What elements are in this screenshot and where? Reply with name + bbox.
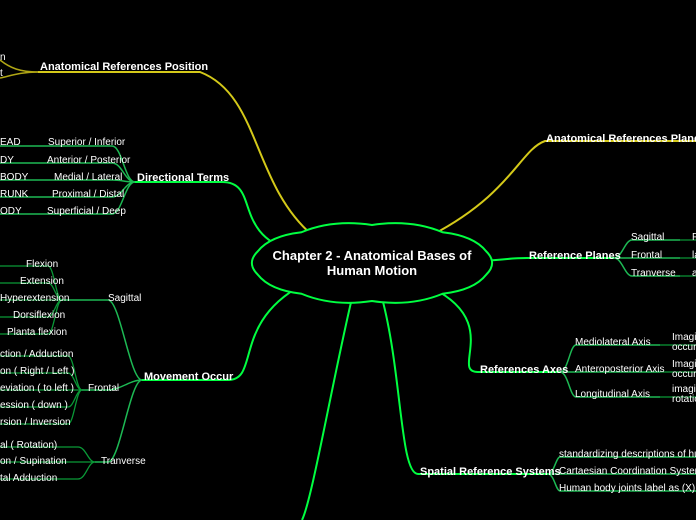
center-title: Chapter 2 - Anatomical Bases ofHuman Mot… xyxy=(272,248,472,278)
edge-spatial-ref xyxy=(382,298,548,474)
dt_runk: RUNK xyxy=(0,189,28,200)
frontal_rp: Frontal xyxy=(631,250,662,261)
depression: ession ( down ) xyxy=(0,400,68,411)
anat_ref_planes: Anatomical References Planes xyxy=(546,133,696,145)
lat_rot: al ( Rotation) xyxy=(0,440,57,451)
rot_rl: on ( Right / Left ) xyxy=(0,366,74,377)
rp_tra_sub: a xyxy=(692,268,696,279)
reference_planes: Reference Planes xyxy=(529,250,621,262)
dt_ody: ODY xyxy=(0,206,22,217)
ra_medio: Mediolateral Axis xyxy=(575,337,651,348)
ra_medio3: occur xyxy=(672,342,696,353)
abd: ction / Adduction xyxy=(0,349,73,360)
edge-anat-ref-planes xyxy=(432,141,696,235)
directional_terms: Directional Terms xyxy=(137,172,229,184)
ra_antero3: occur xyxy=(672,369,696,380)
references_axes: References Axes xyxy=(480,364,568,376)
sup: on / Supination xyxy=(0,456,67,467)
srs2: Cartaesian Coordination Systems xyxy=(559,466,696,477)
center-title-line1: Chapter 2 - Anatomical Bases of xyxy=(272,248,472,263)
deviation: eviation ( to left ) xyxy=(0,383,74,394)
dt_body: BODY xyxy=(0,172,28,183)
planta: Planta flexion xyxy=(7,327,67,338)
mo_frontal: Frontal xyxy=(88,383,119,394)
arp_top2: t xyxy=(0,68,3,79)
anat_ref_pos: Anatomical References Position xyxy=(40,61,208,73)
dt_runk2: Proximal / Distal xyxy=(52,189,124,200)
arp_top1: n xyxy=(0,52,6,63)
sagittal_rp: Sagittal xyxy=(631,232,664,243)
mo_sag: Sagittal xyxy=(108,293,141,304)
ra_long: Longitudinal Axis xyxy=(575,389,650,400)
edge-movement-occur xyxy=(142,285,302,380)
mo_tran: Tranverse xyxy=(101,456,146,467)
flexion: Flexion xyxy=(26,259,58,270)
tranverse_rp: Tranverse xyxy=(631,268,676,279)
dt_dy: DY xyxy=(0,155,14,166)
rp_fro_sub: la xyxy=(692,250,696,261)
dorsi: Dorsiflexion xyxy=(13,310,65,321)
tal_add: tal Adduction xyxy=(0,473,57,484)
inversion: rsion / Inversion xyxy=(0,417,71,428)
edge-references-axes xyxy=(432,288,560,372)
center-title-line2: Human Motion xyxy=(272,263,472,278)
dt_body2: Medial / Lateral xyxy=(54,172,122,183)
extension: Extension xyxy=(20,276,64,287)
ra_antero: Anteroposterior Axis xyxy=(575,364,665,375)
hyperext: Hyperextension xyxy=(0,293,69,304)
srs3: Human body joints label as (X) and (Y) xyxy=(559,483,696,494)
edge-directional-terms xyxy=(135,182,292,251)
dt_ody2: Superficial / Deep xyxy=(47,206,126,217)
dt_head2: Superior / Inferior xyxy=(48,137,125,148)
spatial_ref: Spatial Reference Systems xyxy=(420,466,561,478)
dt_head: EAD xyxy=(0,137,21,148)
movement_occur: Movement Occur xyxy=(144,371,233,383)
srs1: standardizing descriptions of human moti… xyxy=(559,449,696,460)
dt_dy2: Anterior / Posterior xyxy=(47,155,130,166)
ra_long3: rotations xyxy=(672,394,696,405)
rp_sag_sub: F xyxy=(692,232,696,243)
